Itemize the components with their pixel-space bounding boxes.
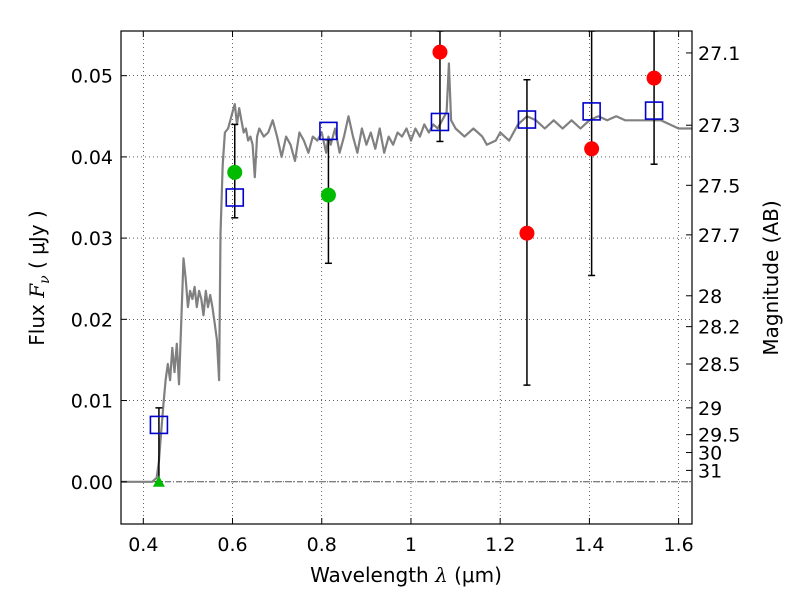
model-square-marker bbox=[319, 121, 338, 141]
y2-tick-label: 30 bbox=[698, 443, 722, 465]
axis-ticks: 0.4 0.6 0.8 1 1.2 1.4 1.6 0.00 0.01 0.02 0.03 0.04 0… bbox=[71, 31, 740, 556]
y2-tick-label: 31 bbox=[698, 460, 722, 482]
grid-lines bbox=[121, 31, 692, 524]
data-layer bbox=[121, 31, 692, 487]
detection-point bbox=[227, 164, 243, 180]
y-axis-label: Flux Fν ( μJy ) bbox=[25, 210, 53, 345]
y-tick-label: 0.00 bbox=[71, 472, 113, 494]
x-tick-label: 0.6 bbox=[217, 534, 247, 556]
model-square-marker bbox=[430, 112, 450, 132]
y2-tick-label: 29 bbox=[698, 398, 722, 420]
y-tick-label: 0.02 bbox=[71, 309, 113, 331]
model-square-marker bbox=[225, 188, 245, 207]
detection-point bbox=[519, 225, 535, 241]
detection-point bbox=[646, 70, 662, 86]
model-square-marker bbox=[517, 110, 537, 129]
y-tick-label: 0.05 bbox=[71, 66, 113, 88]
x-tick-label: 1 bbox=[405, 534, 417, 556]
model-square-marker bbox=[644, 101, 664, 120]
detection-point bbox=[320, 187, 336, 203]
y2-axis-label: Magnitude (AB) bbox=[759, 200, 783, 355]
x-tick-label: 1.6 bbox=[664, 534, 694, 556]
plot-frame bbox=[120, 30, 693, 525]
x-tick-label: 1.2 bbox=[485, 534, 515, 556]
model-square-marker bbox=[582, 102, 601, 121]
x-tick-label: 1.4 bbox=[574, 534, 604, 556]
y2-tick-label: 27.3 bbox=[698, 115, 740, 137]
y-tick-label: 0.03 bbox=[71, 228, 113, 250]
detection-point bbox=[584, 141, 600, 157]
model-square-marker bbox=[149, 415, 169, 435]
y2-tick-label: 28 bbox=[698, 286, 722, 308]
y-tick-label: 0.04 bbox=[71, 147, 113, 169]
detection-point bbox=[432, 44, 448, 60]
upper-limit-marker bbox=[152, 475, 165, 487]
y2-tick-label: 27.5 bbox=[698, 175, 740, 197]
x-tick-label: 0.8 bbox=[307, 534, 337, 556]
template-spectrum-line bbox=[121, 62, 692, 483]
y-tick-label: 0.01 bbox=[71, 391, 113, 413]
x-axis-label: Wavelength λ (μm) bbox=[310, 563, 502, 587]
y2-tick-label: 27.1 bbox=[698, 43, 740, 65]
y2-tick-label: 29.5 bbox=[698, 425, 740, 447]
x-tick-label: 0.4 bbox=[128, 534, 158, 556]
y2-tick-label: 28.2 bbox=[698, 317, 740, 339]
y2-tick-label: 28.5 bbox=[698, 354, 740, 376]
y2-tick-label: 27.7 bbox=[698, 225, 740, 247]
